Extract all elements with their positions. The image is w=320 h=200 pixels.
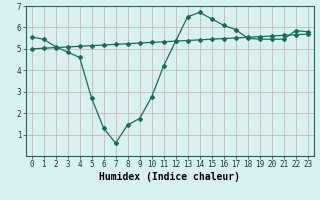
X-axis label: Humidex (Indice chaleur): Humidex (Indice chaleur) [99, 172, 240, 182]
